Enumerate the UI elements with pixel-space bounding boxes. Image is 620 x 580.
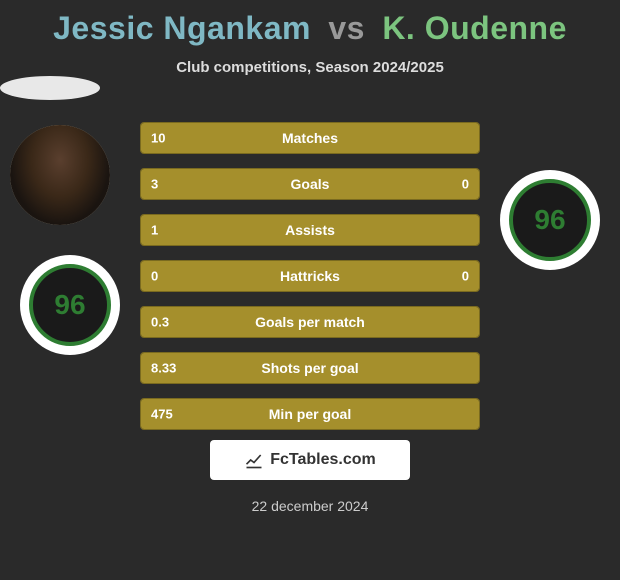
stat-value-left: 8.33 xyxy=(151,361,176,376)
player2-club-badge: 96 xyxy=(500,170,600,270)
chart-icon xyxy=(244,450,264,470)
stat-value-left: 10 xyxy=(151,131,165,146)
stat-label: Assists xyxy=(285,222,335,238)
stat-label: Hattricks xyxy=(280,268,340,284)
stat-row: 475 Min per goal xyxy=(140,398,480,430)
stat-label: Goals per match xyxy=(255,314,365,330)
player1-avatar xyxy=(10,125,110,225)
subtitle: Club competitions, Season 2024/2025 xyxy=(0,59,620,76)
date-text: 22 december 2024 xyxy=(252,498,369,514)
stat-label: Matches xyxy=(282,130,338,146)
stats-container: 10 Matches 3 Goals 0 1 Assists 0 Hattricks 0 0.3 Go… xyxy=(140,122,480,444)
avatar-face-placeholder xyxy=(10,125,110,225)
stat-label: Min per goal xyxy=(269,406,351,422)
stat-row: 0.3 Goals per match xyxy=(140,306,480,338)
stat-value-right: 0 xyxy=(462,269,469,284)
stat-row: 8.33 Shots per goal xyxy=(140,352,480,384)
stat-value-left: 3 xyxy=(151,177,158,192)
vs-text: vs xyxy=(328,10,365,46)
stat-row: 1 Assists xyxy=(140,214,480,246)
player2-name: K. Oudenne xyxy=(382,10,567,46)
player2-avatar-placeholder xyxy=(0,76,100,100)
stat-row: 0 Hattricks 0 xyxy=(140,260,480,292)
stat-value-left: 0.3 xyxy=(151,315,169,330)
player1-name: Jessic Ngankam xyxy=(53,10,311,46)
comparison-title: Jessic Ngankam vs K. Oudenne xyxy=(0,0,620,47)
fctables-text: FcTables.com xyxy=(270,451,376,469)
stat-row: 10 Matches xyxy=(140,122,480,154)
club-badge-number: 96 xyxy=(29,264,111,346)
stat-row: 3 Goals 0 xyxy=(140,168,480,200)
stat-value-right: 0 xyxy=(462,177,469,192)
player1-club-badge: 96 xyxy=(20,255,120,355)
stat-value-left: 0 xyxy=(151,269,158,284)
club-badge-number: 96 xyxy=(509,179,591,261)
stat-fill-left xyxy=(141,169,405,199)
fctables-badge[interactable]: FcTables.com xyxy=(210,440,410,480)
stat-label: Goals xyxy=(291,176,330,192)
stat-label: Shots per goal xyxy=(261,360,358,376)
stat-value-left: 1 xyxy=(151,223,158,238)
stat-value-left: 475 xyxy=(151,407,173,422)
